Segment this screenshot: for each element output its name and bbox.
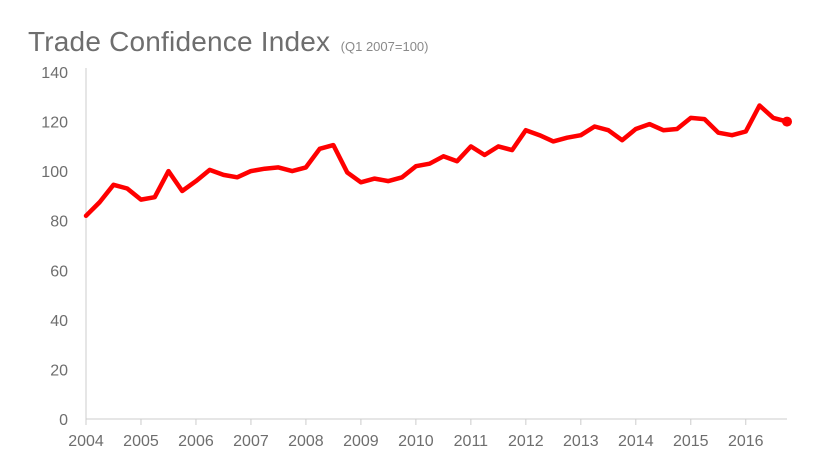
- x-tick-label: 2008: [288, 433, 324, 450]
- x-tick-label: 2004: [68, 433, 104, 450]
- chart-subtitle: (Q1 2007=100): [340, 39, 429, 54]
- x-tick-label: 2006: [178, 433, 214, 450]
- series-line: [83, 103, 790, 219]
- x-tick-label: 2015: [673, 433, 709, 450]
- y-tick-label: 120: [41, 115, 68, 132]
- x-tick-label: 2012: [508, 433, 544, 450]
- x-tick-label: 2011: [454, 433, 489, 450]
- x-tick-label: 2009: [343, 433, 379, 450]
- y-tick-label: 20: [50, 362, 68, 379]
- end-point-marker: [782, 116, 792, 127]
- x-tick-label: 2016: [728, 433, 764, 450]
- y-tick-label: 0: [59, 412, 68, 429]
- x-tick-label: 2010: [398, 433, 434, 450]
- x-tick-label: 2014: [618, 433, 654, 450]
- chart-title-row: Trade Confidence Index (Q1 2007=100): [28, 26, 429, 58]
- x-tick-label: 2007: [233, 433, 269, 450]
- x-tick-label: 2005: [123, 433, 159, 450]
- chart-title: Trade Confidence Index: [28, 26, 331, 57]
- y-tick-label: 80: [50, 214, 68, 231]
- x-tick-label: 2013: [563, 433, 599, 450]
- y-tick-label: 60: [50, 263, 68, 280]
- y-tick-label: 100: [41, 164, 68, 181]
- y-tick-label: 140: [41, 65, 68, 82]
- y-tick-label: 40: [50, 313, 68, 330]
